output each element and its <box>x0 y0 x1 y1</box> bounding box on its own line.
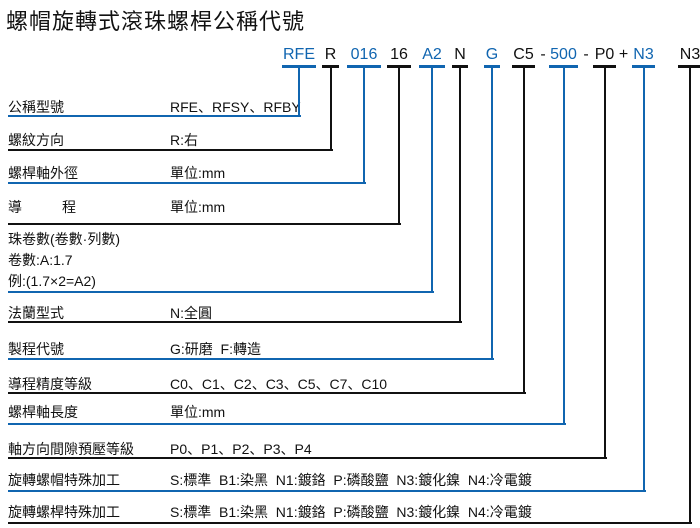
part-code-segment: N3 <box>632 45 655 68</box>
row-description: S:標準 B1:染黑 N1:鍍鉻 P:磷酸鹽 N3:鍍化鎳 N4:冷電鍍 <box>170 504 532 520</box>
connector-vline <box>330 68 332 151</box>
part-code-segment: A2 <box>419 45 445 68</box>
connector-vline <box>491 68 493 360</box>
part-code-separator: - <box>540 46 546 63</box>
part-code-separator: - <box>583 46 589 63</box>
row-label: 軸方向間隙預壓等級 <box>8 441 134 457</box>
row-description: P0、P1、P2、P3、P4 <box>170 441 312 457</box>
connector-hline <box>8 115 301 117</box>
part-code-segment: 16 <box>387 45 411 68</box>
connector-hline <box>8 392 526 394</box>
row-label: 旋轉螺桿特殊加工 <box>8 504 120 520</box>
row-label: 公稱型號 <box>8 99 64 115</box>
row-label: 螺桿軸長度 <box>8 404 78 420</box>
connector-hline <box>8 223 401 225</box>
row-description: 單位:mm <box>170 199 226 215</box>
connector-vline <box>431 68 433 293</box>
part-code-segment: C5 <box>512 45 535 68</box>
row-label-line: 卷數:A:1.7 <box>8 252 73 268</box>
row-description: G:研磨 F:轉造 <box>170 341 261 357</box>
connector-vline <box>604 68 606 459</box>
part-code-segment: 500 <box>549 45 578 68</box>
connector-hline <box>8 291 434 293</box>
row-description: RFE、RFSY、RFBY <box>170 99 301 115</box>
connector-hline <box>8 457 607 459</box>
part-code-segment: G <box>484 45 500 68</box>
part-code-segment: RFE <box>282 45 316 68</box>
connector-hline <box>8 358 494 360</box>
row-label: 製程代號 <box>8 341 64 357</box>
connector-vline <box>363 68 365 184</box>
row-label-line: 例:(1.7×2=A2) <box>8 273 96 289</box>
row-description: N:全圓 <box>170 305 212 321</box>
connector-vline <box>689 68 691 524</box>
part-code-segment: R <box>322 45 339 68</box>
part-code-segment: N <box>452 45 468 68</box>
row-label: 螺桿軸外徑 <box>8 165 78 181</box>
row-description: 單位:mm <box>170 165 226 181</box>
connector-hline <box>8 490 646 492</box>
row-label: 導程 <box>8 199 116 215</box>
connector-vline <box>459 68 461 323</box>
part-code-segment: P0 <box>593 45 616 68</box>
connector-hline <box>8 423 566 425</box>
part-code-segment: 016 <box>347 45 381 68</box>
row-description: R:右 <box>170 132 198 148</box>
row-label: 法蘭型式 <box>8 305 64 321</box>
page-title: 螺帽旋轉式滾珠螺桿公稱代號 <box>6 9 306 34</box>
part-code-separator: + <box>618 46 629 63</box>
connector-hline <box>8 149 333 151</box>
row-description: S:標準 B1:染黑 N1:鍍鉻 P:磷酸鹽 N3:鍍化鎳 N4:冷電鍍 <box>170 472 532 488</box>
row-label: 螺紋方向 <box>8 132 64 148</box>
connector-vline <box>398 68 400 225</box>
connector-hline <box>8 182 366 184</box>
connector-vline <box>298 68 300 117</box>
row-label: 導程精度等級 <box>8 376 92 392</box>
row-label: 旋轉螺帽特殊加工 <box>8 472 120 488</box>
connector-vline <box>643 68 645 492</box>
row-description: 單位:mm <box>170 404 226 420</box>
connector-vline <box>523 68 525 394</box>
connector-hline <box>8 522 692 524</box>
connector-vline <box>563 68 565 425</box>
row-description: C0、C1、C2、C3、C5、C7、C10 <box>170 376 388 392</box>
part-code-segment: N3 <box>678 45 700 68</box>
connector-hline <box>8 321 462 323</box>
row-label: 珠卷數(卷數·列數) <box>8 231 120 247</box>
